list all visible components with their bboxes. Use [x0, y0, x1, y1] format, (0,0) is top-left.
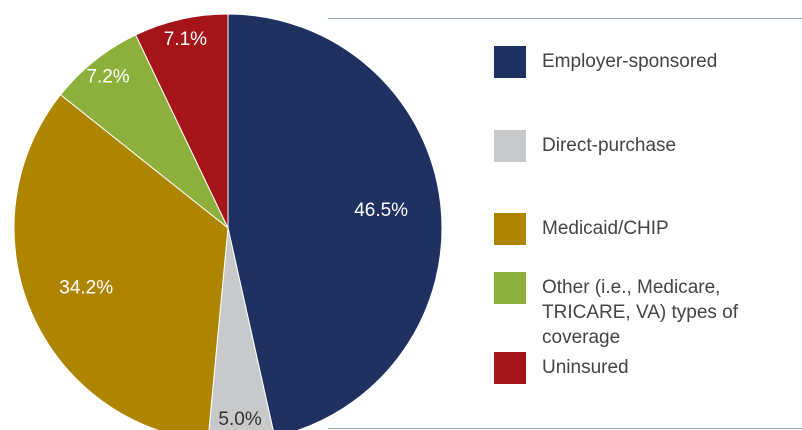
pie-slice	[135, 13, 229, 229]
legend-item: Other (i.e., Medicare, TRICARE, VA) type…	[494, 272, 782, 350]
legend-rule	[328, 18, 802, 19]
data-label: 7.2%	[86, 66, 129, 87]
data-label: 46.5%	[354, 200, 408, 221]
legend-item: Direct-purchase	[494, 130, 782, 162]
legend-item: Uninsured	[494, 352, 782, 384]
legend-swatch	[494, 352, 526, 384]
legend-swatch	[494, 272, 526, 304]
data-label: 34.2%	[59, 277, 113, 298]
legend-label: Direct-purchase	[542, 135, 677, 156]
legend-swatch	[494, 130, 526, 162]
legend-label: Uninsured	[542, 357, 629, 378]
legend-item: Medicaid/CHIP	[494, 213, 782, 245]
data-label: 5.0%	[218, 409, 261, 430]
pie-slice	[13, 94, 229, 430]
pie-slice	[227, 13, 443, 430]
legend-label: Medicaid/CHIP	[542, 218, 669, 239]
data-label: 7.1%	[164, 29, 207, 50]
pie-slice	[208, 227, 274, 430]
legend-label: Employer-sponsored	[542, 51, 718, 72]
legend-label: Other (i.e., Medicare, TRICARE, VA) type…	[542, 277, 739, 348]
legend-swatch	[494, 46, 526, 78]
legend-rule	[328, 428, 802, 429]
legend-item: Employer-sponsored	[494, 46, 782, 78]
legend-swatch	[494, 213, 526, 245]
